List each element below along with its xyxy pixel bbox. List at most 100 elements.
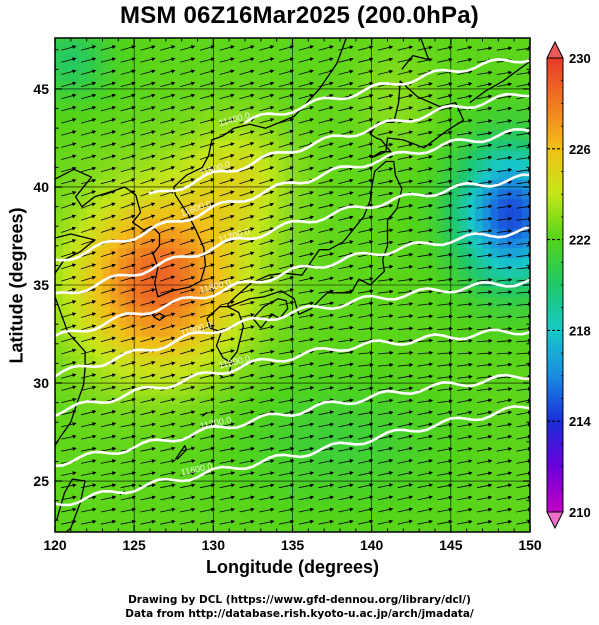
- field-cell: [363, 41, 373, 53]
- field-cell: [482, 502, 492, 513]
- wind-vector: [437, 374, 453, 379]
- field-cell: [411, 414, 420, 425]
- field-cell: [173, 286, 183, 298]
- field-cell: [245, 208, 254, 219]
- wind-vector: [417, 495, 433, 501]
- field-cell: [490, 414, 499, 425]
- field-cell: [522, 159, 530, 170]
- wind-vector: [259, 141, 275, 148]
- field-cell: [450, 188, 460, 200]
- wind-vector: [278, 202, 295, 209]
- field-cell: [292, 375, 302, 386]
- field-cell: [221, 492, 230, 504]
- field-cell: [419, 110, 428, 121]
- field-cell: [284, 482, 294, 494]
- field-cell: [482, 296, 492, 308]
- field-cell: [181, 120, 191, 131]
- field-cell: [260, 404, 270, 415]
- field-cell: [229, 228, 238, 239]
- wind-vector: [239, 202, 255, 209]
- field-cell: [94, 100, 104, 112]
- wind-vector: [80, 336, 97, 343]
- field-cell: [62, 453, 72, 464]
- field-cell: [411, 424, 420, 435]
- field-cell: [458, 443, 468, 455]
- field-cell: [363, 218, 373, 229]
- colorbar-label: 210: [569, 505, 591, 520]
- field-cell: [379, 306, 389, 317]
- field-cell: [94, 38, 104, 43]
- wind-vector: [338, 410, 354, 416]
- field-cell: [450, 375, 460, 386]
- wind-vector: [437, 495, 453, 501]
- field-cell: [482, 120, 492, 131]
- wind-vector: [298, 276, 315, 282]
- field-cell: [221, 130, 230, 141]
- wind-vector: [318, 410, 334, 416]
- field-cell: [395, 286, 404, 298]
- field-cell: [197, 375, 207, 386]
- field-cell: [332, 433, 341, 445]
- wind-vector: [100, 446, 117, 452]
- field-cell: [332, 384, 341, 396]
- wind-vector: [61, 519, 77, 525]
- field-cell: [150, 355, 159, 366]
- field-cell: [62, 463, 72, 474]
- field-cell: [332, 365, 341, 376]
- wind-vector: [140, 178, 156, 185]
- field-cell: [86, 316, 96, 327]
- field-cell: [276, 277, 286, 288]
- field-cell: [490, 355, 499, 366]
- field-cell: [466, 51, 476, 63]
- wind-vector: [140, 336, 156, 343]
- field-cell: [237, 38, 246, 43]
- wind-vector: [120, 69, 136, 75]
- field-cell: [78, 110, 88, 121]
- wind-vector: [120, 434, 137, 440]
- wind-vector: [199, 202, 215, 209]
- field-cell: [197, 110, 207, 121]
- field-cell: [450, 208, 460, 219]
- field-cell: [62, 41, 72, 53]
- wind-vector: [100, 142, 117, 148]
- wind-vector: [516, 314, 530, 319]
- field-cell: [245, 237, 254, 249]
- field-cell: [118, 41, 127, 53]
- field-cell: [474, 492, 484, 504]
- wind-vector: [417, 130, 433, 136]
- wind-vector: [298, 166, 314, 173]
- wind-vector: [120, 105, 136, 112]
- field-cell: [205, 424, 214, 435]
- field-cell: [245, 512, 254, 523]
- field-cell: [181, 81, 191, 92]
- field-cell: [466, 149, 476, 161]
- field-cell: [490, 316, 499, 327]
- field-cell: [237, 247, 246, 259]
- field-cell: [316, 512, 325, 523]
- wind-vector: [457, 434, 473, 440]
- field-cell: [355, 502, 365, 513]
- wind-vector: [140, 142, 156, 148]
- field-cell: [229, 130, 238, 141]
- field-cell: [458, 130, 468, 141]
- field-cell: [308, 179, 317, 190]
- wind-vector: [417, 471, 433, 476]
- field-cell: [94, 482, 104, 494]
- field-cell: [363, 414, 373, 425]
- field-cell: [102, 473, 112, 484]
- field-cell: [78, 375, 88, 386]
- field-cell: [245, 51, 254, 63]
- wind-vector: [100, 519, 117, 525]
- field-cell: [435, 286, 444, 298]
- field-cell: [284, 453, 294, 464]
- field-cell: [419, 453, 428, 464]
- field-cell: [126, 198, 135, 210]
- wind-vector: [377, 458, 394, 464]
- field-cell: [157, 110, 167, 121]
- field-cell: [347, 453, 357, 464]
- field-cell: [181, 512, 191, 523]
- field-cell: [474, 169, 484, 180]
- field-cell: [395, 198, 404, 210]
- field-cell: [300, 502, 309, 513]
- field-cell: [466, 81, 476, 92]
